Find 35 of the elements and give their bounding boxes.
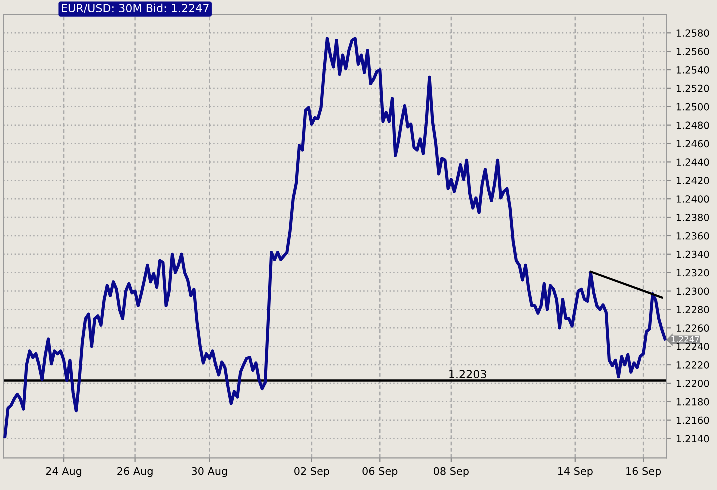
x-tick-label: 06 Sep (362, 467, 398, 478)
y-tick-label: 1.2500 (676, 103, 710, 111)
y-tick-label: 1.2560 (676, 48, 710, 56)
x-tick-label: 14 Sep (558, 467, 593, 478)
y-tick-label: 1.2240 (676, 343, 710, 350)
ref-line-label: 1.2203 (450, 370, 486, 379)
chart-title: EUR/USD: 30M Bid: 1.2247 (62, 4, 209, 14)
x-tick-label: 30 Aug (192, 467, 228, 478)
y-tick-label: 1.2300 (676, 288, 710, 296)
y-tick-label: 1.2580 (676, 30, 710, 37)
y-tick-label: 1.2180 (676, 398, 710, 406)
y-tick-label: 1.2140 (676, 435, 710, 443)
y-tick-label: 1.2340 (676, 250, 710, 258)
y-tick-label: 1.2480 (676, 122, 710, 130)
y-tick-label: 1.2260 (676, 324, 710, 332)
y-tick-label: 1.2320 (676, 269, 710, 277)
y-tick-label: 1.2400 (676, 196, 710, 203)
y-tick-label: 1.2420 (676, 177, 710, 184)
y-tick-label: 1.2280 (676, 306, 710, 314)
x-tick-label: 24 Aug (46, 467, 82, 478)
y-tick-label: 1.2540 (676, 66, 710, 74)
y-tick-label: 1.2200 (676, 380, 710, 388)
y-tick-label: 1.2520 (676, 84, 710, 92)
y-tick-label: 1.2220 (676, 362, 710, 369)
x-tick-label: 02 Sep (294, 467, 330, 478)
line-series (4, 37, 667, 438)
y-tick-label: 1.2160 (676, 416, 710, 424)
x-tick-label: 08 Sep (434, 467, 469, 478)
y-tick-label: 1.2440 (676, 158, 710, 166)
text: 1.2247 (672, 336, 700, 342)
y-tick-label: 1.2460 (676, 140, 710, 148)
x-tick-label: 16 Sep (626, 467, 662, 478)
y-tick-label: 1.2380 (676, 214, 710, 222)
y-tick-label: 1.2360 (676, 232, 710, 240)
x-tick-label: 26 Aug (118, 467, 153, 478)
